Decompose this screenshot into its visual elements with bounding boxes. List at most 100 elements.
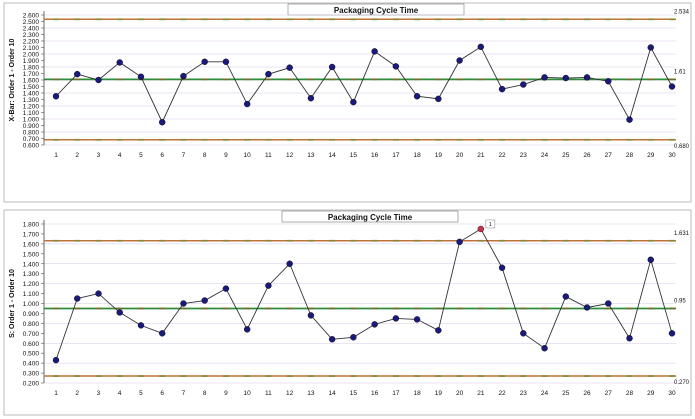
data-point (95, 290, 102, 297)
x-tick-label: 19 (435, 152, 443, 159)
x-tick-label: 21 (477, 152, 485, 159)
y-tick-label: 1.700 (23, 71, 40, 78)
data-point (583, 74, 591, 81)
y-tick-label: 1.100 (23, 110, 40, 117)
x-tick-label: 2 (75, 390, 79, 397)
x-tick-label: 5 (139, 152, 143, 159)
data-point (541, 345, 548, 352)
data-point (413, 93, 421, 100)
x-tick-label: 21 (477, 390, 485, 397)
data-point (477, 43, 485, 51)
y-tick-label: 0.900 (23, 123, 40, 130)
x-tick-label: 20 (456, 390, 464, 397)
y-tick-label: 0.700 (23, 136, 40, 143)
data-point (286, 64, 293, 71)
x-tick-label: 16 (371, 152, 379, 159)
control-label-center: 1.61 (674, 69, 686, 75)
y-tick-label: 2.100 (23, 45, 40, 52)
data-point (350, 98, 357, 106)
y-tick-label: 0.800 (23, 130, 40, 137)
y-axis-label: S: Order 1 - Order 10 (9, 269, 16, 338)
data-point (159, 330, 166, 337)
x-tick-label: 3 (97, 390, 101, 397)
y-tick-label: 1.600 (23, 241, 40, 248)
x-tick-label: 27 (605, 390, 613, 397)
x-tick-label: 11 (265, 390, 272, 397)
x-tick-label: 4 (118, 152, 122, 159)
out-of-control-flag-label: 1 (489, 222, 492, 228)
y-tick-label: 1.300 (23, 271, 40, 278)
y-tick-label: 1.900 (23, 58, 40, 65)
y-tick-label: 1.100 (23, 291, 40, 298)
x-tick-label: 19 (435, 390, 443, 397)
data-point (456, 57, 463, 64)
data-point (74, 70, 81, 78)
x-tick-label: 9 (224, 390, 228, 397)
data-point (52, 356, 60, 364)
x-tick-label: 26 (583, 390, 591, 397)
data-point (668, 330, 676, 337)
x-tick-label: 10 (244, 152, 252, 159)
x-tick-label: 29 (647, 390, 655, 397)
x-tick-label: 25 (562, 152, 570, 159)
y-tick-label: 2.400 (23, 26, 40, 33)
y-tick-label: 0.400 (23, 361, 40, 368)
y-tick-label: 0.600 (23, 143, 40, 150)
y-tick-label: 2.200 (23, 39, 40, 46)
y-tick-label: 1.600 (23, 78, 40, 85)
title-box (281, 210, 459, 223)
data-point (137, 322, 145, 329)
data-point (520, 330, 527, 337)
x-tick-label: 16 (371, 390, 379, 397)
data-point (180, 300, 187, 307)
data-point (605, 78, 612, 85)
y-tick-label: 0.200 (23, 381, 40, 388)
y-tick-label: 0.300 (23, 371, 40, 378)
y-tick-label: 1.400 (23, 261, 40, 268)
data-point (307, 94, 315, 102)
x-tick-label: 6 (160, 152, 164, 159)
x-tick-label: 28 (626, 390, 634, 397)
y-tick-label: 2.600 (23, 13, 40, 20)
data-point (243, 326, 251, 333)
x-tick-label: 14 (329, 152, 337, 159)
x-tick-label: 13 (307, 152, 315, 159)
control-label-ucl: 1.631 (674, 231, 690, 237)
data-point (605, 300, 612, 307)
y-tick-label: 1.700 (23, 231, 40, 238)
y-tick-label: 0.700 (23, 331, 40, 338)
data-point (328, 336, 336, 343)
data-point (159, 119, 166, 126)
out-of-control-point (477, 225, 485, 233)
control-label-lcl: 0.680 (674, 144, 690, 150)
y-tick-label: 1.800 (23, 65, 40, 72)
data-point (562, 293, 569, 300)
y-tick-label: 0.800 (23, 321, 40, 328)
y-tick-label: 1.400 (23, 91, 40, 98)
y-tick-label: 0.600 (23, 341, 40, 348)
y-tick-label: 2.000 (23, 52, 40, 59)
x-tick-label: 1 (54, 152, 58, 159)
series-line (55, 46, 673, 124)
data-point (243, 100, 251, 108)
x-tick-label: 23 (520, 390, 528, 397)
data-point (116, 309, 123, 316)
y-tick-label: 1.000 (23, 301, 40, 308)
chart-title: Packaging Cycle Time (328, 213, 413, 222)
x-tick-label: 8 (203, 390, 207, 397)
x-tick-label: 13 (307, 390, 315, 397)
data-point (222, 58, 230, 65)
y-tick-label: 1.200 (23, 104, 40, 111)
x-tick-label: 4 (118, 390, 122, 397)
xbar-chart: Packaging Cycle Time 2.6002.5002.4002.300… (3, 2, 692, 203)
x-tick-label: 23 (520, 152, 528, 159)
x-tick-label: 29 (647, 152, 655, 159)
data-point (52, 93, 60, 100)
data-point (371, 48, 378, 55)
data-point (435, 327, 442, 334)
data-point (371, 321, 378, 328)
x-tick-label: 12 (286, 152, 294, 159)
y-axis-label: X-Bar: Order 1 - Order 10 (9, 38, 16, 121)
x-tick-label: 1 (54, 390, 58, 397)
x-tick-label: 24 (541, 152, 549, 159)
